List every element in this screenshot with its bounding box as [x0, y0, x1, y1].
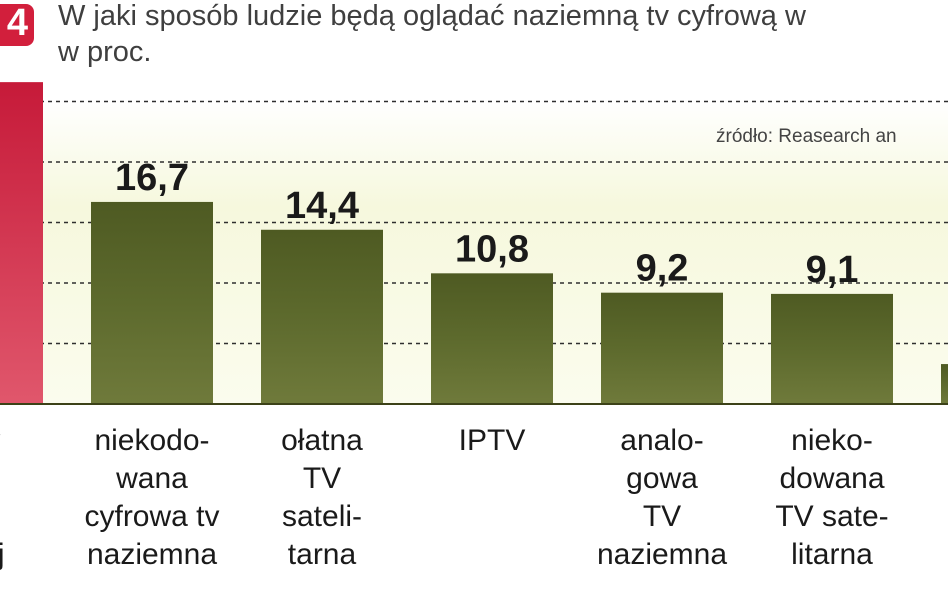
bar [941, 364, 948, 404]
category-label: ołatna [281, 424, 363, 457]
bar [431, 273, 553, 404]
bar [771, 293, 893, 404]
value-label: 9,1 [806, 249, 859, 291]
bars [0, 82, 948, 404]
value-label: 14,4 [285, 185, 359, 227]
value-labels: 16,7 14,4 10,8 9,2 9,1 [115, 157, 858, 291]
category-label: wej [0, 538, 5, 571]
category-label: TV sate- [775, 500, 888, 533]
chart-title-line-2: w proc. [58, 36, 152, 68]
category-label: cyfrowa tv [84, 500, 219, 533]
bar [0, 82, 43, 404]
value-label: 10,8 [455, 228, 529, 270]
category-label: niekodo- [94, 424, 209, 457]
bar [261, 229, 383, 404]
value-label: 9,2 [636, 248, 689, 290]
category-label: naziemna [597, 538, 727, 571]
bar [601, 292, 723, 404]
category-label: sateli- [282, 500, 362, 533]
chart-title: W jaki sposób ludzie będą oglądać naziem… [58, 0, 948, 70]
bar [91, 201, 213, 404]
category-label: tarna [288, 538, 357, 571]
category-label: analo- [620, 424, 703, 457]
chart-number: 4 [6, 2, 28, 44]
chart-number-badge: 4 [0, 2, 34, 46]
category-label: TV [303, 462, 341, 495]
category-label: TV [643, 500, 681, 533]
source-note: źródło: Reasearch an [716, 126, 897, 147]
category-label: nieko- [791, 424, 873, 457]
category-label: naziemna [87, 538, 217, 571]
category-label: IPTV [459, 424, 526, 457]
category-label: gowa [626, 462, 698, 495]
category-label: dowana [779, 462, 884, 495]
category-label: wana [115, 462, 188, 495]
chart-title-line-1: W jaki sposób ludzie będą oglądać naziem… [58, 0, 806, 32]
category-label: litarna [791, 538, 873, 571]
value-label: 16,7 [115, 157, 189, 199]
